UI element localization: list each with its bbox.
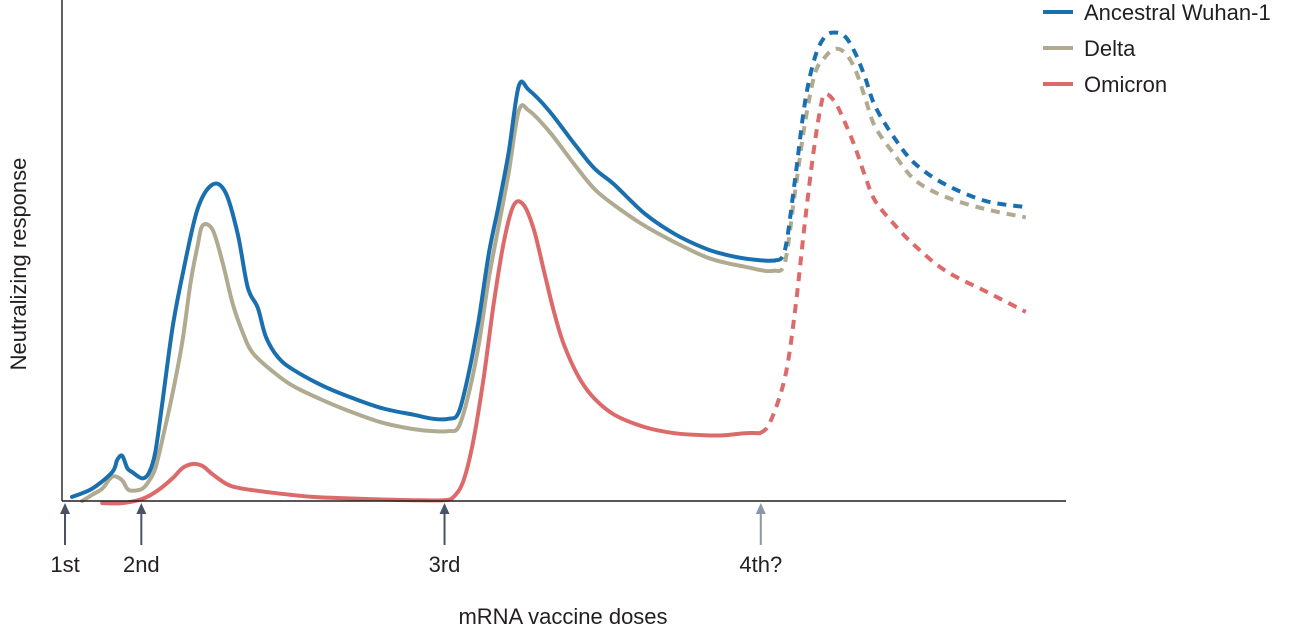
dose-label-1st: 1st	[50, 552, 79, 577]
dose-label-3rd: 3rd	[429, 552, 461, 577]
dose-markers: 1st 2nd 3rd 4th?	[50, 503, 782, 577]
series-projection-omicron	[758, 91, 1027, 435]
plot-lines	[70, 30, 1027, 506]
x-axis-label: mRNA vaccine doses	[458, 604, 667, 627]
y-axis-label: Neutralizing response	[6, 158, 31, 371]
dose-arrow-1st	[60, 503, 71, 545]
legend-label-ancestral-wuhan-1: Ancestral Wuhan-1	[1084, 0, 1271, 25]
series-line-omicron	[100, 199, 762, 506]
dose-label-2nd: 2nd	[123, 552, 160, 577]
legend-label-delta: Delta	[1084, 36, 1136, 61]
series-line-delta	[80, 103, 777, 503]
dose-arrow-3rd	[439, 503, 450, 545]
dose-arrow-2nd	[136, 503, 147, 545]
legend-label-omicron: Omicron	[1084, 72, 1167, 97]
series-projection-ancestral-wuhan-1	[773, 30, 1027, 263]
series-line-ancestral-wuhan-1	[70, 79, 777, 499]
legend: Ancestral Wuhan-1 Delta Omicron	[1043, 0, 1271, 97]
series-projection-delta	[773, 46, 1027, 274]
dose-arrow-4th	[755, 503, 766, 545]
dose-label-4th: 4th?	[739, 552, 782, 577]
